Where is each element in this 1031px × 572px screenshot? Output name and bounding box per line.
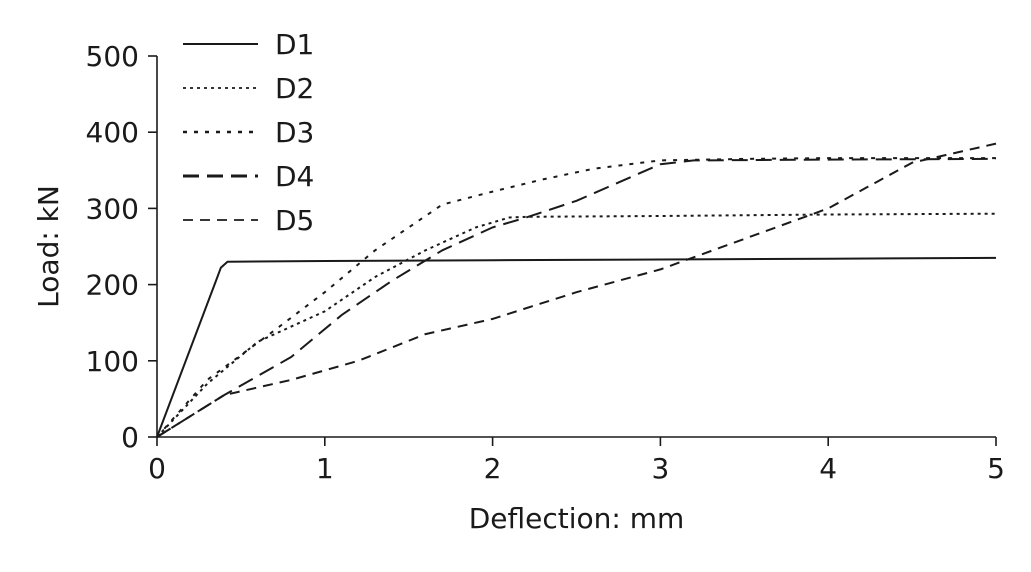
x-tick-label: 0 bbox=[148, 452, 166, 485]
series-layer bbox=[156, 142, 997, 438]
y-tick-label: 100 bbox=[86, 345, 139, 378]
series-line-d5 bbox=[156, 142, 997, 438]
legend-label-d3: D3 bbox=[275, 116, 314, 149]
y-tick-label: 200 bbox=[86, 269, 139, 302]
series-line-d2 bbox=[156, 212, 997, 438]
y-tick-label: 0 bbox=[121, 421, 139, 454]
series-line-d1 bbox=[156, 256, 997, 438]
y-tick-label: 400 bbox=[86, 116, 139, 149]
legend: D1 D2 D3 D4 D5 bbox=[183, 28, 314, 237]
y-tick-label: 500 bbox=[86, 40, 139, 73]
x-tick-label: 4 bbox=[819, 452, 837, 485]
x-tick-label: 2 bbox=[484, 452, 502, 485]
x-tick-label: 5 bbox=[987, 452, 1005, 485]
y-axis-title: Load: kN bbox=[32, 185, 65, 308]
y-tick-label: 300 bbox=[86, 192, 139, 225]
x-tick-label: 1 bbox=[316, 452, 334, 485]
x-ticks: 0 1 2 3 4 5 bbox=[148, 437, 1005, 485]
legend-label-d4: D4 bbox=[275, 160, 314, 193]
x-axis-title: Deflection: mm bbox=[469, 502, 685, 535]
x-tick-label: 3 bbox=[651, 452, 669, 485]
legend-label-d5: D5 bbox=[275, 204, 314, 237]
legend-label-d1: D1 bbox=[275, 28, 314, 61]
series-line-d4 bbox=[156, 157, 997, 438]
axes-layer bbox=[156, 56, 996, 438]
legend-label-d2: D2 bbox=[275, 72, 314, 105]
series-line-d3 bbox=[156, 157, 996, 438]
y-ticks: 0 100 200 300 400 500 bbox=[86, 40, 157, 454]
